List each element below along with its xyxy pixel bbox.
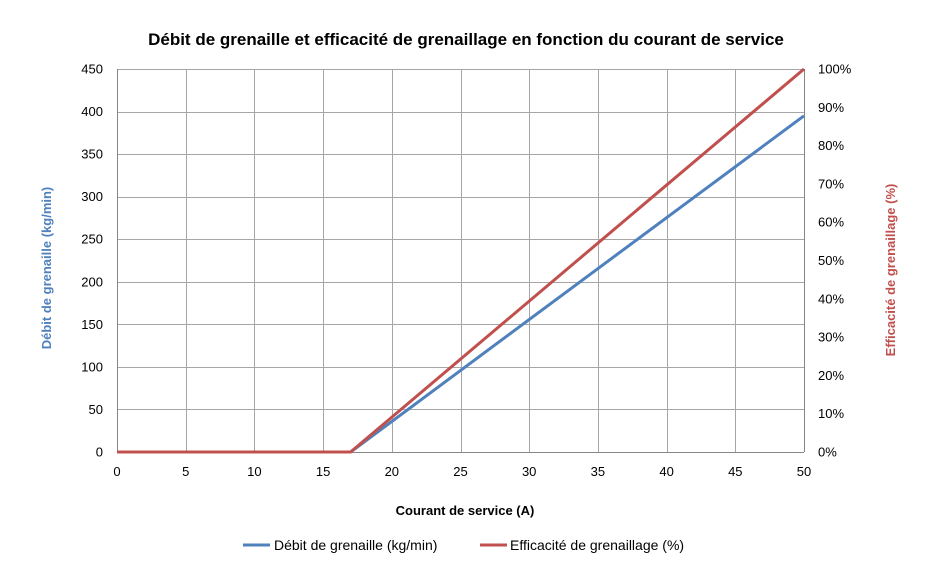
x-tick-label: 45 [728, 464, 742, 479]
x-tick-label: 40 [659, 464, 673, 479]
y-tick-label: 300 [81, 189, 103, 204]
series-lines [117, 67, 805, 454]
y-tick-label: 50 [89, 402, 103, 417]
x-tick-label: 35 [591, 464, 605, 479]
x-tick-label: 5 [182, 464, 189, 479]
y2-axis-title: Efficacité de grenaillage (%) [883, 184, 898, 357]
series-line-efficacite [117, 67, 805, 454]
y2-tick-label: 10% [818, 406, 844, 421]
y2-tick-label: 80% [818, 138, 844, 153]
y-tick-label: 0 [96, 445, 103, 460]
y2-tick-label: 20% [818, 368, 844, 383]
y-tick-label: 450 [81, 62, 103, 77]
y-tick-label: 350 [81, 147, 103, 162]
x-tick-label: 25 [453, 464, 467, 479]
x-tick-label: 30 [522, 464, 536, 479]
y-tick-label: 250 [81, 232, 103, 247]
legend: Débit de grenaille (kg/min) Efficacité d… [243, 537, 684, 553]
tick-labels: 0 5 10 15 20 25 30 35 40 45 50 0 50 100 150 200 250 300 35… [81, 62, 851, 480]
x-tick-label: 10 [247, 464, 261, 479]
y2-tick-label: 0% [818, 445, 837, 460]
x-tick-label: 15 [316, 464, 330, 479]
x-tick-label: 50 [797, 464, 811, 479]
y2-tick-label: 40% [818, 291, 844, 306]
y2-tick-label: 100% [818, 62, 852, 77]
legend-label-efficacite: Efficacité de grenaillage (%) [510, 537, 684, 553]
chart-title: Débit de grenaille et efficacité de gren… [148, 30, 784, 49]
y-tick-label: 100 [81, 359, 103, 374]
x-axis-title: Courant de service (A) [396, 503, 535, 518]
y2-tick-label: 30% [818, 330, 844, 345]
x-tick-label: 20 [385, 464, 399, 479]
axes [117, 69, 805, 453]
y2-tick-label: 90% [818, 100, 844, 115]
x-tick-label: 0 [113, 464, 120, 479]
y2-tick-label: 60% [818, 215, 844, 230]
grid [117, 69, 805, 453]
y2-tick-label: 50% [818, 253, 844, 268]
y-tick-label: 150 [81, 317, 103, 332]
y-axis-title: Débit de grenaille (kg/min) [39, 187, 54, 350]
y-tick-label: 200 [81, 274, 103, 289]
y2-tick-label: 70% [818, 176, 844, 191]
y-tick-label: 400 [81, 104, 103, 119]
series-line-debit [117, 114, 805, 454]
legend-label-debit: Débit de grenaille (kg/min) [274, 537, 437, 553]
